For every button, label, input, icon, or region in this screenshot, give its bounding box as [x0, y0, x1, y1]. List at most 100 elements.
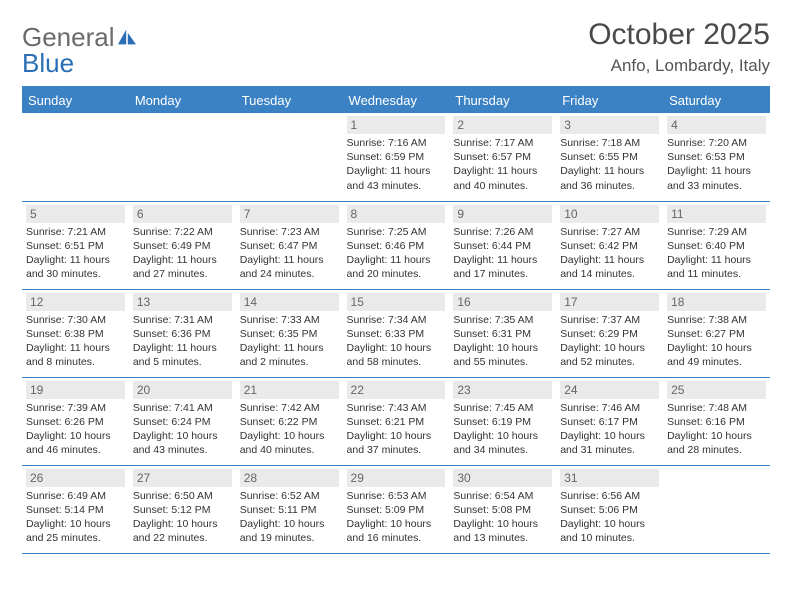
- day-number: 8: [347, 205, 446, 223]
- day-cell: 15 Sunrise: 7:34 AMSunset: 6:33 PMDayligh…: [343, 289, 450, 377]
- day-info: Sunrise: 7:18 AMSunset: 6:55 PMDaylight:…: [560, 136, 659, 193]
- day-cell: [22, 113, 129, 201]
- day-cell: [663, 465, 770, 553]
- day-info: Sunrise: 7:31 AMSunset: 6:36 PMDaylight:…: [133, 313, 232, 370]
- day-number: 6: [133, 205, 232, 223]
- day-cell: 3 Sunrise: 7:18 AMSunset: 6:55 PMDaylight…: [556, 113, 663, 201]
- day-number: 19: [26, 381, 125, 399]
- day-info: Sunrise: 6:49 AMSunset: 5:14 PMDaylight:…: [26, 489, 125, 546]
- sail-icon: [116, 24, 138, 50]
- day-number: 12: [26, 293, 125, 311]
- day-cell: 9 Sunrise: 7:26 AMSunset: 6:44 PMDaylight…: [449, 201, 556, 289]
- day-cell: 13 Sunrise: 7:31 AMSunset: 6:36 PMDayligh…: [129, 289, 236, 377]
- day-info: Sunrise: 7:43 AMSunset: 6:21 PMDaylight:…: [347, 401, 446, 458]
- day-cell: 22 Sunrise: 7:43 AMSunset: 6:21 PMDayligh…: [343, 377, 450, 465]
- day-info: Sunrise: 6:54 AMSunset: 5:08 PMDaylight:…: [453, 489, 552, 546]
- day-number: 17: [560, 293, 659, 311]
- day-info: Sunrise: 7:23 AMSunset: 6:47 PMDaylight:…: [240, 225, 339, 282]
- day-number: 28: [240, 469, 339, 487]
- day-cell: 7 Sunrise: 7:23 AMSunset: 6:47 PMDaylight…: [236, 201, 343, 289]
- day-header: Wednesday: [343, 87, 450, 113]
- day-number: 4: [667, 116, 766, 134]
- day-number: 9: [453, 205, 552, 223]
- day-info: Sunrise: 7:27 AMSunset: 6:42 PMDaylight:…: [560, 225, 659, 282]
- day-number: 16: [453, 293, 552, 311]
- day-info: Sunrise: 7:26 AMSunset: 6:44 PMDaylight:…: [453, 225, 552, 282]
- day-number: 30: [453, 469, 552, 487]
- day-number: 26: [26, 469, 125, 487]
- day-info: Sunrise: 7:17 AMSunset: 6:57 PMDaylight:…: [453, 136, 552, 193]
- title-block: October 2025 Anfo, Lombardy, Italy: [588, 18, 770, 76]
- day-number: 29: [347, 469, 446, 487]
- day-number: 10: [560, 205, 659, 223]
- day-cell: 26 Sunrise: 6:49 AMSunset: 5:14 PMDayligh…: [22, 465, 129, 553]
- location: Anfo, Lombardy, Italy: [588, 56, 770, 76]
- day-cell: 21Sunrise: 7:42 AMSunset: 6:22 PMDayligh…: [236, 377, 343, 465]
- day-number: 22: [347, 381, 446, 399]
- day-info: Sunrise: 7:21 AMSunset: 6:51 PMDaylight:…: [26, 225, 125, 282]
- day-cell: 31 Sunrise: 6:56 AMSunset: 5:06 PMDayligh…: [556, 465, 663, 553]
- day-cell: 28 Sunrise: 6:52 AMSunset: 5:11 PMDayligh…: [236, 465, 343, 553]
- day-header: Tuesday: [236, 87, 343, 113]
- day-number: 13: [133, 293, 232, 311]
- day-cell: 16 Sunrise: 7:35 AMSunset: 6:31 PMDayligh…: [449, 289, 556, 377]
- day-info: Sunrise: 7:33 AMSunset: 6:35 PMDaylight:…: [240, 313, 339, 370]
- day-cell: 1 Sunrise: 7:16 AMSunset: 6:59 PMDaylight…: [343, 113, 450, 201]
- header: GeneralBlue October 2025 Anfo, Lombardy,…: [22, 18, 770, 76]
- day-info: Sunrise: 7:41 AMSunset: 6:24 PMDaylight:…: [133, 401, 232, 458]
- day-cell: 17 Sunrise: 7:37 AMSunset: 6:29 PMDayligh…: [556, 289, 663, 377]
- day-cell: 27Sunrise: 6:50 AMSunset: 5:12 PMDayligh…: [129, 465, 236, 553]
- day-cell: [129, 113, 236, 201]
- week-row: 1 Sunrise: 7:16 AMSunset: 6:59 PMDaylight…: [22, 113, 770, 201]
- day-info: Sunrise: 7:34 AMSunset: 6:33 PMDaylight:…: [347, 313, 446, 370]
- day-number: 15: [347, 293, 446, 311]
- day-cell: 19Sunrise: 7:39 AMSunset: 6:26 PMDayligh…: [22, 377, 129, 465]
- day-info: Sunrise: 6:53 AMSunset: 5:09 PMDaylight:…: [347, 489, 446, 546]
- day-info: Sunrise: 6:50 AMSunset: 5:12 PMDaylight:…: [133, 489, 232, 546]
- day-cell: 10 Sunrise: 7:27 AMSunset: 6:42 PMDayligh…: [556, 201, 663, 289]
- day-number: 3: [560, 116, 659, 134]
- day-cell: 18Sunrise: 7:38 AMSunset: 6:27 PMDayligh…: [663, 289, 770, 377]
- day-number: 31: [560, 469, 659, 487]
- day-cell: 8 Sunrise: 7:25 AMSunset: 6:46 PMDaylight…: [343, 201, 450, 289]
- day-info: Sunrise: 7:48 AMSunset: 6:16 PMDaylight:…: [667, 401, 766, 458]
- week-row: 12 Sunrise: 7:30 AMSunset: 6:38 PMDayligh…: [22, 289, 770, 377]
- day-number: 2: [453, 116, 552, 134]
- calendar-body: 1 Sunrise: 7:16 AMSunset: 6:59 PMDaylight…: [22, 113, 770, 553]
- day-number: 18: [667, 293, 766, 311]
- day-info: Sunrise: 6:56 AMSunset: 5:06 PMDaylight:…: [560, 489, 659, 546]
- day-info: Sunrise: 7:30 AMSunset: 6:38 PMDaylight:…: [26, 313, 125, 370]
- day-cell: 23Sunrise: 7:45 AMSunset: 6:19 PMDayligh…: [449, 377, 556, 465]
- day-cell: 14 Sunrise: 7:33 AMSunset: 6:35 PMDayligh…: [236, 289, 343, 377]
- day-number: 1: [347, 116, 446, 134]
- day-cell: 24 Sunrise: 7:46 AMSunset: 6:17 PMDayligh…: [556, 377, 663, 465]
- logo-word2: Blue: [22, 50, 138, 76]
- day-info: Sunrise: 7:42 AMSunset: 6:22 PMDaylight:…: [240, 401, 339, 458]
- day-number: 7: [240, 205, 339, 223]
- day-header: Sunday: [22, 87, 129, 113]
- day-number: 24: [560, 381, 659, 399]
- day-info: Sunrise: 6:52 AMSunset: 5:11 PMDaylight:…: [240, 489, 339, 546]
- day-info: Sunrise: 7:37 AMSunset: 6:29 PMDaylight:…: [560, 313, 659, 370]
- day-cell: 4 Sunrise: 7:20 AMSunset: 6:53 PMDaylight…: [663, 113, 770, 201]
- calendar-table: SundayMondayTuesdayWednesdayThursdayFrid…: [22, 86, 770, 554]
- day-info: Sunrise: 7:16 AMSunset: 6:59 PMDaylight:…: [347, 136, 446, 193]
- week-row: 26 Sunrise: 6:49 AMSunset: 5:14 PMDayligh…: [22, 465, 770, 553]
- day-number: 14: [240, 293, 339, 311]
- day-cell: 30 Sunrise: 6:54 AMSunset: 5:08 PMDayligh…: [449, 465, 556, 553]
- day-header: Thursday: [449, 87, 556, 113]
- week-row: 19Sunrise: 7:39 AMSunset: 6:26 PMDayligh…: [22, 377, 770, 465]
- month-title: October 2025: [588, 18, 770, 52]
- day-info: Sunrise: 7:25 AMSunset: 6:46 PMDaylight:…: [347, 225, 446, 282]
- day-header: Monday: [129, 87, 236, 113]
- day-header: Friday: [556, 87, 663, 113]
- day-cell: 29 Sunrise: 6:53 AMSunset: 5:09 PMDayligh…: [343, 465, 450, 553]
- day-cell: 25Sunrise: 7:48 AMSunset: 6:16 PMDayligh…: [663, 377, 770, 465]
- day-info: Sunrise: 7:35 AMSunset: 6:31 PMDaylight:…: [453, 313, 552, 370]
- day-info: Sunrise: 7:22 AMSunset: 6:49 PMDaylight:…: [133, 225, 232, 282]
- day-info: Sunrise: 7:46 AMSunset: 6:17 PMDaylight:…: [560, 401, 659, 458]
- day-cell: 2 Sunrise: 7:17 AMSunset: 6:57 PMDaylight…: [449, 113, 556, 201]
- day-header-row: SundayMondayTuesdayWednesdayThursdayFrid…: [22, 87, 770, 113]
- day-info: Sunrise: 7:20 AMSunset: 6:53 PMDaylight:…: [667, 136, 766, 193]
- day-number: 5: [26, 205, 125, 223]
